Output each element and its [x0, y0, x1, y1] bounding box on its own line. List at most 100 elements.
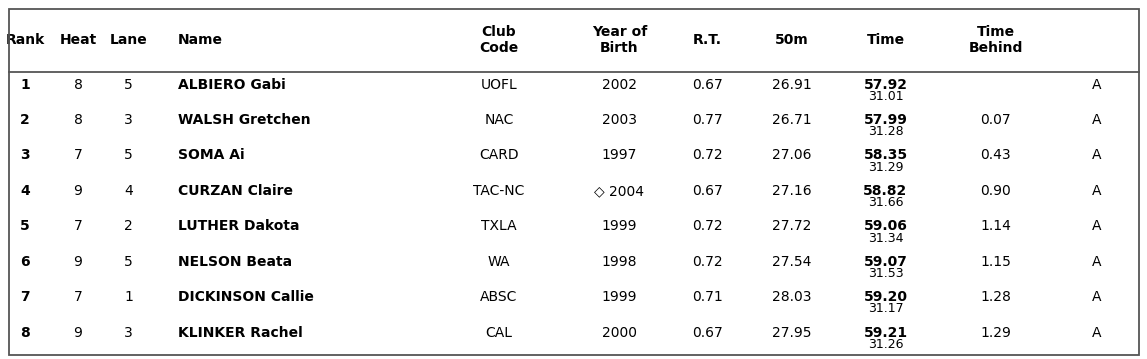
Text: 1997: 1997 [602, 149, 637, 163]
Text: 9: 9 [73, 184, 83, 198]
Text: Time
Behind: Time Behind [968, 25, 1023, 56]
Text: 5: 5 [124, 255, 133, 269]
Text: 7: 7 [21, 290, 30, 304]
Text: 9: 9 [73, 326, 83, 340]
Text: 1.15: 1.15 [981, 255, 1011, 269]
Text: 7: 7 [73, 290, 83, 304]
Text: 1998: 1998 [602, 255, 637, 269]
Text: 5: 5 [124, 78, 133, 92]
Text: 9: 9 [73, 255, 83, 269]
Text: 0.67: 0.67 [693, 78, 723, 92]
Text: 2: 2 [21, 113, 30, 127]
Text: 1.14: 1.14 [981, 219, 1011, 233]
Text: 59.21: 59.21 [864, 326, 907, 340]
Text: DICKINSON Callie: DICKINSON Callie [178, 290, 313, 304]
Text: WALSH Gretchen: WALSH Gretchen [178, 113, 311, 127]
Text: UOFL: UOFL [481, 78, 517, 92]
Text: 7: 7 [73, 149, 83, 163]
Text: 0.72: 0.72 [693, 219, 723, 233]
Text: 7: 7 [73, 219, 83, 233]
Text: 1.29: 1.29 [981, 326, 1011, 340]
Text: CARD: CARD [479, 149, 518, 163]
Text: 0.77: 0.77 [693, 113, 723, 127]
Text: 0.71: 0.71 [693, 290, 723, 304]
Text: LUTHER Dakota: LUTHER Dakota [178, 219, 299, 233]
Text: A: A [1092, 290, 1101, 304]
Text: 2003: 2003 [602, 113, 637, 127]
Text: Lane: Lane [110, 33, 147, 47]
Text: Time: Time [866, 33, 905, 47]
Text: 31.26: 31.26 [868, 338, 903, 351]
Text: 8: 8 [73, 113, 83, 127]
Text: 1999: 1999 [602, 219, 637, 233]
Text: 50m: 50m [774, 33, 809, 47]
Text: TAC-NC: TAC-NC [474, 184, 524, 198]
Text: 0.72: 0.72 [693, 149, 723, 163]
Text: 27.95: 27.95 [772, 326, 811, 340]
Text: 27.72: 27.72 [772, 219, 811, 233]
Text: A: A [1092, 113, 1101, 127]
Text: A: A [1092, 184, 1101, 198]
Text: 58.82: 58.82 [864, 184, 907, 198]
Text: 3: 3 [124, 326, 133, 340]
Text: 1.28: 1.28 [981, 290, 1011, 304]
Text: 5: 5 [21, 219, 30, 233]
Text: 31.34: 31.34 [868, 232, 903, 244]
Text: 1: 1 [124, 290, 133, 304]
Text: 2: 2 [124, 219, 133, 233]
Text: 31.53: 31.53 [867, 267, 904, 280]
Text: 59.20: 59.20 [864, 290, 907, 304]
Text: 31.66: 31.66 [868, 196, 903, 209]
Text: 3: 3 [124, 113, 133, 127]
Text: TXLA: TXLA [481, 219, 517, 233]
Text: 0.07: 0.07 [981, 113, 1011, 127]
Text: R.T.: R.T. [693, 33, 723, 47]
Text: 59.06: 59.06 [864, 219, 907, 233]
Text: CAL: CAL [485, 326, 513, 340]
Text: A: A [1092, 326, 1101, 340]
Text: WA: WA [487, 255, 510, 269]
Text: 3: 3 [21, 149, 30, 163]
Text: 27.16: 27.16 [772, 184, 811, 198]
Text: 59.07: 59.07 [864, 255, 907, 269]
Text: KLINKER Rachel: KLINKER Rachel [178, 326, 303, 340]
Text: 27.54: 27.54 [772, 255, 811, 269]
Text: 26.71: 26.71 [772, 113, 811, 127]
Text: 1: 1 [21, 78, 30, 92]
Text: CURZAN Claire: CURZAN Claire [178, 184, 292, 198]
Text: ABSC: ABSC [481, 290, 517, 304]
Text: 0.43: 0.43 [981, 149, 1011, 163]
Text: 31.17: 31.17 [867, 303, 904, 316]
Text: 4: 4 [21, 184, 30, 198]
Text: SOMA Ai: SOMA Ai [178, 149, 244, 163]
Text: 8: 8 [21, 326, 30, 340]
Text: 27.06: 27.06 [772, 149, 811, 163]
Text: A: A [1092, 255, 1101, 269]
Text: A: A [1092, 219, 1101, 233]
Text: Rank: Rank [6, 33, 45, 47]
Text: ◇ 2004: ◇ 2004 [594, 184, 645, 198]
Text: NELSON Beata: NELSON Beata [178, 255, 291, 269]
Text: 31.28: 31.28 [867, 125, 904, 138]
Text: 31.01: 31.01 [867, 90, 904, 103]
Text: 8: 8 [73, 78, 83, 92]
Text: A: A [1092, 149, 1101, 163]
Text: 26.91: 26.91 [772, 78, 811, 92]
Text: 0.67: 0.67 [693, 326, 723, 340]
Text: 28.03: 28.03 [772, 290, 811, 304]
Text: Heat: Heat [60, 33, 96, 47]
Text: A: A [1092, 78, 1101, 92]
Text: 0.72: 0.72 [693, 255, 723, 269]
Text: 0.67: 0.67 [693, 184, 723, 198]
Text: 1999: 1999 [602, 290, 637, 304]
Text: 57.92: 57.92 [864, 78, 907, 92]
Text: Club
Code: Club Code [479, 25, 518, 56]
Text: 0.90: 0.90 [981, 184, 1011, 198]
Text: NAC: NAC [484, 113, 514, 127]
Text: 6: 6 [21, 255, 30, 269]
Text: 2002: 2002 [602, 78, 637, 92]
Text: Name: Name [178, 33, 223, 47]
Text: 2000: 2000 [602, 326, 637, 340]
Text: 31.29: 31.29 [868, 161, 903, 174]
Text: 5: 5 [124, 149, 133, 163]
